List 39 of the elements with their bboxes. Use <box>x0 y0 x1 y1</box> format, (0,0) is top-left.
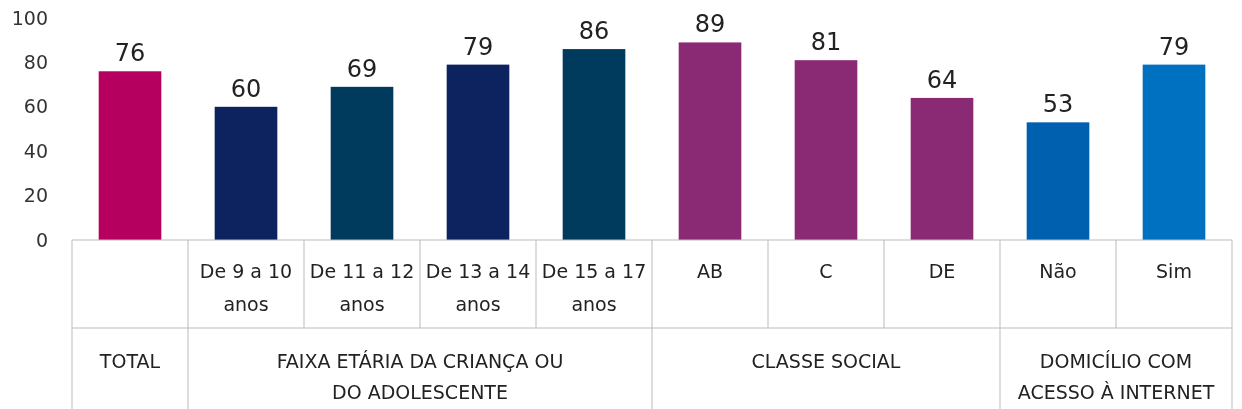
data-label: 53 <box>1042 90 1074 119</box>
bar <box>910 97 974 240</box>
x-tick-label: Não <box>1039 260 1077 282</box>
bar <box>98 71 162 240</box>
x-tick-label: De 15 a 17 anos <box>541 260 647 315</box>
y-tick-label: 100 <box>11 6 48 29</box>
y-tick-label: 0 <box>35 228 48 251</box>
data-label: 60 <box>230 74 262 103</box>
y-tick-label: 80 <box>23 51 48 74</box>
data-label: 64 <box>926 65 958 94</box>
data-label: 79 <box>462 32 494 61</box>
y-tick-label: 40 <box>23 139 48 162</box>
bar <box>562 49 626 240</box>
x-tick-label: C <box>819 260 833 282</box>
data-label: 79 <box>1158 32 1190 61</box>
bar <box>794 60 858 240</box>
x-tick-label: AB <box>696 260 724 282</box>
bar <box>214 106 278 240</box>
bar <box>1026 122 1090 240</box>
data-label: 86 <box>578 17 610 46</box>
data-label: 76 <box>114 39 146 68</box>
x-tick-label: Sim <box>1156 260 1192 282</box>
x-tick-label: De 9 a 10 anos <box>199 260 293 315</box>
text: DOMICÍLIO COM ACESSO À INTERNET <box>1017 350 1215 403</box>
bar <box>330 86 394 240</box>
y-tick-label: 20 <box>23 184 48 207</box>
bar <box>1142 64 1206 240</box>
data-label: 81 <box>810 28 842 57</box>
bar <box>446 64 510 240</box>
x-tick-label: DE <box>928 260 956 282</box>
x-tick-label: De 13 a 14 anos <box>425 260 531 315</box>
text: CLASSE SOCIAL <box>751 350 901 372</box>
text: TOTAL <box>98 350 161 372</box>
text: FAIXA ETÁRIA DA CRIANÇA OU DO ADOLESCENTE <box>276 350 564 403</box>
bar <box>678 42 742 240</box>
y-tick-label: 60 <box>23 95 48 118</box>
data-label: 89 <box>694 10 726 39</box>
data-label: 69 <box>346 54 378 83</box>
x-tick-label: De 11 a 12 anos <box>309 260 415 315</box>
